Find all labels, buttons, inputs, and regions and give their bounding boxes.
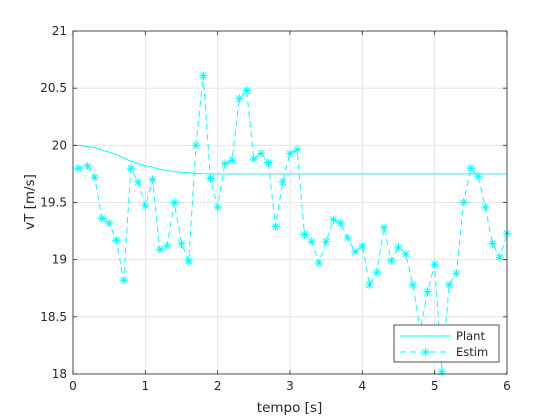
data-point-estim bbox=[170, 198, 179, 207]
series-line-estim bbox=[77, 75, 508, 372]
data-point-estim bbox=[249, 154, 259, 164]
data-point-estim bbox=[466, 164, 476, 173]
y-tick-label: 19.5 bbox=[40, 196, 67, 210]
data-point-estim bbox=[97, 214, 107, 223]
data-point-estim bbox=[83, 161, 92, 171]
data-point-estim bbox=[300, 230, 309, 239]
legend-star-marker bbox=[421, 347, 430, 357]
data-point-estim bbox=[387, 256, 396, 266]
data-point-estim bbox=[206, 174, 215, 183]
legend-marker-estim bbox=[421, 347, 430, 357]
data-point-estim bbox=[358, 241, 367, 251]
data-point-estim bbox=[133, 177, 143, 187]
data-point-estim bbox=[155, 245, 164, 254]
y-tick-label: 21 bbox=[52, 24, 67, 38]
x-tick-label: 5 bbox=[431, 379, 439, 393]
y-tick-label: 18 bbox=[52, 367, 67, 381]
data-point-estim bbox=[452, 269, 461, 278]
data-point-estim bbox=[321, 237, 331, 246]
data-point-estim bbox=[264, 158, 273, 167]
data-point-estim bbox=[199, 71, 208, 80]
data-point-estim bbox=[227, 155, 237, 165]
data-point-estim bbox=[336, 218, 345, 228]
data-point-estim bbox=[343, 233, 353, 243]
data-point-estim bbox=[365, 280, 374, 290]
data-point-estim bbox=[314, 258, 324, 268]
axis-ticks: 0 1 2 3 4 5 6 18 18.5 19 19.5 20 20.5 21 bbox=[40, 24, 511, 393]
series-layer bbox=[73, 71, 512, 376]
data-point-estim bbox=[423, 287, 432, 296]
data-point-estim bbox=[293, 145, 302, 155]
data-point-estim bbox=[148, 175, 157, 184]
legend-label-plant: Plant bbox=[456, 329, 485, 343]
x-tick-label: 6 bbox=[503, 379, 511, 393]
data-point-estim bbox=[459, 198, 468, 207]
x-axis-label: tempo [s] bbox=[257, 400, 322, 416]
data-point-estim bbox=[220, 159, 230, 168]
data-point-estim bbox=[379, 223, 389, 232]
data-point-estim bbox=[112, 236, 121, 245]
data-point-estim bbox=[104, 218, 114, 228]
data-point-estim bbox=[372, 268, 381, 277]
data-point-estim bbox=[126, 164, 136, 173]
data-point-estim bbox=[278, 177, 287, 187]
legend-box bbox=[393, 324, 500, 363]
y-tick-label: 20 bbox=[52, 138, 67, 152]
x-tick-label: 3 bbox=[286, 379, 294, 393]
data-point-estim bbox=[177, 239, 186, 248]
data-point-estim bbox=[141, 201, 150, 211]
y-tick-label: 20.5 bbox=[40, 81, 67, 95]
data-point-estim bbox=[488, 239, 497, 248]
data-point-estim bbox=[473, 172, 483, 181]
data-point-estim bbox=[307, 237, 316, 246]
y-tick-label: 18.5 bbox=[40, 310, 67, 324]
data-point-estim bbox=[191, 141, 201, 150]
data-point-estim bbox=[90, 173, 99, 182]
x-tick-label: 4 bbox=[359, 379, 367, 393]
data-point-estim bbox=[213, 202, 222, 212]
data-point-estim bbox=[350, 247, 360, 256]
data-point-estim bbox=[184, 256, 193, 266]
x-tick-label: 0 bbox=[69, 379, 77, 393]
data-point-estim bbox=[430, 260, 439, 269]
data-point-estim bbox=[394, 242, 403, 252]
data-point-estim bbox=[162, 241, 172, 251]
data-point-estim bbox=[73, 164, 83, 173]
legend: Plant Estim bbox=[393, 324, 500, 363]
y-axis-label: vT [m/s] bbox=[22, 174, 38, 230]
data-point-estim bbox=[444, 280, 454, 290]
data-point-estim bbox=[242, 86, 251, 95]
data-point-estim bbox=[119, 276, 128, 285]
data-point-estim bbox=[408, 280, 418, 290]
data-point-estim bbox=[235, 94, 244, 103]
data-point-estim bbox=[329, 215, 338, 224]
data-point-estim bbox=[271, 222, 280, 231]
x-tick-label: 2 bbox=[214, 379, 222, 393]
data-point-estim bbox=[401, 249, 410, 259]
x-tick-label: 1 bbox=[142, 379, 150, 393]
data-point-estim bbox=[285, 149, 295, 158]
data-point-estim bbox=[495, 253, 504, 262]
data-point-estim bbox=[256, 149, 266, 158]
series-line-plant bbox=[73, 144, 507, 175]
legend-label-estim: Estim bbox=[456, 345, 488, 359]
y-tick-label: 19 bbox=[52, 253, 67, 267]
data-point-estim bbox=[437, 367, 447, 376]
data-point-estim bbox=[481, 202, 490, 212]
